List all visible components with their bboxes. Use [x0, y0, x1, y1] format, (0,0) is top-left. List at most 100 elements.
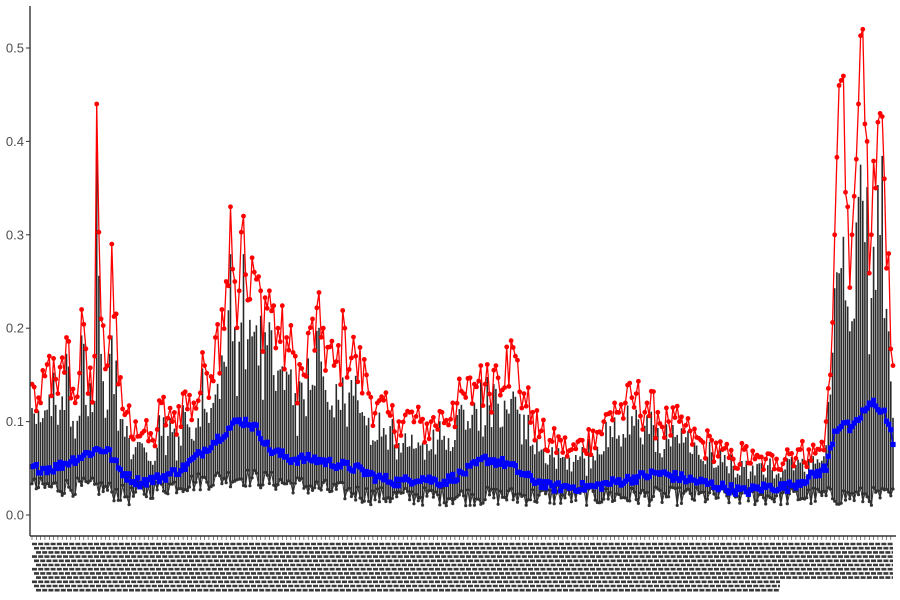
lower-point: [380, 486, 384, 490]
upper-point: [743, 444, 749, 449]
mean-point: [288, 459, 294, 465]
upper-point: [812, 450, 818, 456]
lower-point: [298, 478, 302, 482]
upper-point: [320, 325, 326, 331]
upper-point: [616, 410, 622, 415]
lower-point: [386, 496, 390, 500]
lower-point: [701, 490, 705, 494]
upper-point: [398, 433, 404, 438]
mean-point: [493, 462, 499, 468]
upper-point: [646, 413, 652, 419]
lower-point: [727, 501, 731, 505]
lower-point: [60, 493, 64, 497]
upper-point: [862, 121, 868, 127]
lower-point: [470, 492, 474, 497]
mean-point: [758, 488, 764, 494]
lower-point: [453, 497, 457, 501]
upper-point: [394, 443, 400, 449]
upper-point: [318, 334, 324, 340]
upper-point: [791, 463, 797, 469]
upper-point: [256, 274, 261, 279]
lower-point: [444, 504, 448, 508]
mean-point: [182, 466, 188, 472]
lower-point: [39, 476, 43, 480]
mean-point: [672, 470, 678, 476]
mean-point: [691, 477, 698, 483]
lower-point: [377, 500, 381, 504]
upper-point: [452, 424, 458, 430]
upper-point: [713, 440, 719, 446]
upper-point: [705, 428, 710, 433]
upper-point: [679, 414, 684, 420]
lower-point: [423, 486, 427, 490]
lower-point: [528, 498, 533, 502]
lower-point: [761, 496, 766, 500]
upper-point: [284, 335, 289, 340]
upper-point: [454, 400, 460, 406]
lower-point: [228, 485, 233, 489]
lower-point: [263, 470, 267, 474]
lower-point: [613, 498, 617, 502]
mean-point: [154, 472, 160, 478]
lower-point: [839, 501, 843, 505]
lower-point: [341, 481, 345, 485]
upper-point: [346, 367, 352, 372]
mean-point: [670, 477, 676, 483]
upper-point: [810, 442, 816, 448]
lower-point: [129, 486, 133, 490]
series-mean: [29, 397, 896, 497]
lower-point: [887, 490, 891, 494]
upper-point: [556, 434, 561, 439]
upper-point: [305, 330, 311, 336]
mean-point: [862, 408, 868, 414]
lower-point: [604, 487, 608, 491]
lower-point: [457, 493, 461, 497]
lower-point: [841, 489, 846, 493]
lower-point: [43, 485, 47, 489]
upper-point: [493, 363, 499, 368]
upper-point: [838, 78, 844, 83]
upper-point: [150, 437, 156, 443]
lower-point: [32, 477, 36, 481]
lower-point: [373, 498, 377, 502]
mean-point: [370, 471, 376, 477]
lower-point: [382, 497, 386, 501]
lower-point: [69, 488, 73, 492]
mean-point: [571, 484, 577, 490]
lower-point: [306, 491, 310, 495]
mean-point: [745, 491, 751, 497]
lower-point: [677, 486, 682, 490]
lower-point: [654, 485, 658, 489]
upper-point: [126, 403, 132, 409]
lower-point: [436, 493, 440, 497]
upper-point: [178, 424, 184, 430]
upper-point: [502, 385, 507, 390]
upper-point: [497, 392, 503, 398]
lower-point: [891, 487, 895, 491]
mean-point: [484, 461, 490, 467]
upper-point: [677, 419, 682, 424]
upper-point: [562, 435, 568, 441]
upper-point: [802, 460, 807, 465]
upper-point: [433, 423, 438, 429]
lower-point: [362, 499, 366, 503]
upper-point: [620, 416, 626, 421]
upper-point: [806, 447, 812, 452]
mean-point: [184, 461, 190, 467]
mean-point: [728, 482, 734, 488]
mean-point: [445, 473, 452, 479]
upper-point: [564, 453, 570, 459]
upper-point: [120, 406, 125, 412]
upper-point: [461, 391, 466, 396]
lower-point: [127, 503, 131, 507]
lower-point: [438, 503, 442, 507]
mean-point: [722, 484, 728, 490]
lower-point: [103, 484, 107, 488]
upper-point: [571, 442, 576, 447]
mean-point: [702, 478, 708, 484]
mean-point: [767, 482, 773, 488]
upper-point: [685, 416, 691, 421]
upper-point: [53, 376, 59, 382]
mean-point: [299, 452, 305, 458]
lower-point: [623, 496, 628, 500]
